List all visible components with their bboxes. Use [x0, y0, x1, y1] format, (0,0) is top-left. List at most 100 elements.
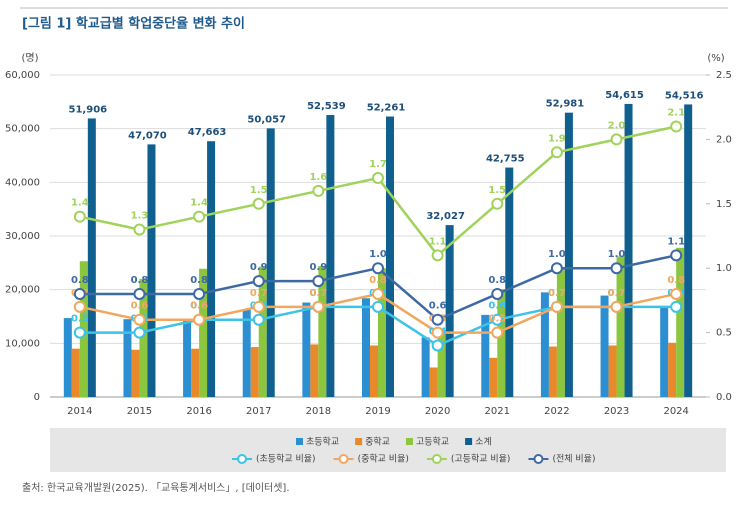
line-value-label: 1.0 — [548, 249, 566, 260]
line-value-label: 1.3 — [131, 211, 149, 222]
bar — [660, 307, 669, 397]
line-value-label: 1.5 — [250, 185, 268, 196]
line-value-label: 1.1 — [667, 236, 685, 247]
y2-axis-label: (%) — [707, 53, 724, 64]
bar — [481, 314, 490, 397]
line-value-label: 0.7 — [310, 288, 328, 299]
line-marker — [610, 262, 623, 275]
line-value-label: 0.8 — [131, 275, 149, 286]
line-marker — [133, 326, 146, 339]
line-value-label: 0.9 — [250, 262, 268, 273]
bar — [564, 112, 573, 397]
legend-label: 초등학교 — [306, 437, 339, 448]
line-marker — [252, 275, 265, 288]
line-marker — [491, 197, 504, 210]
bar — [608, 345, 617, 397]
line-value-label: 0.8 — [71, 275, 89, 286]
bar — [131, 349, 140, 397]
line-marker — [670, 300, 683, 313]
y2-tick-label: 0.0 — [716, 392, 732, 403]
bar — [362, 298, 370, 397]
bar — [616, 256, 625, 397]
legend-label: 중학교 — [365, 437, 390, 448]
x-tick-label: 2018 — [306, 406, 331, 417]
bar — [684, 104, 693, 398]
legend-label: (초등학교 비율) — [256, 454, 316, 465]
line-marker — [610, 300, 623, 313]
bar — [302, 302, 311, 397]
line-value-label: 0.7 — [548, 288, 566, 299]
bar-value-label: 32,027 — [426, 211, 465, 222]
line-marker — [670, 287, 683, 300]
bar — [63, 318, 72, 397]
bar — [668, 342, 677, 397]
bar — [445, 225, 454, 397]
legend-swatch — [296, 438, 303, 445]
bar-value-label: 52,261 — [367, 103, 406, 114]
line-marker — [431, 326, 444, 339]
line-marker — [73, 210, 86, 223]
x-tick-label: 2014 — [67, 406, 92, 417]
bar — [199, 268, 208, 397]
legend-label: 소계 — [475, 436, 492, 448]
legend-label: (고등학교 비율) — [451, 454, 511, 465]
bar — [242, 309, 251, 397]
line-marker — [73, 300, 86, 313]
line-marker — [491, 287, 504, 300]
line-marker — [550, 262, 563, 275]
line-marker — [670, 120, 683, 133]
bar — [318, 266, 327, 397]
bar — [378, 268, 386, 397]
legend-marker — [338, 454, 349, 464]
line-marker — [372, 172, 384, 185]
line-value-label: 1.7 — [369, 159, 387, 170]
line-marker — [431, 339, 444, 352]
line-value-label: 1.1 — [429, 236, 447, 247]
y2-tick-label: 1.5 — [716, 199, 732, 210]
legend-box — [50, 428, 726, 472]
x-tick-label: 2017 — [246, 406, 271, 417]
legend-label: (중학교 비율) — [358, 454, 409, 465]
line-marker — [610, 133, 623, 146]
line-value-label: 0.9 — [310, 262, 328, 273]
bar — [505, 167, 514, 397]
y2-tick-label: 1.0 — [716, 263, 732, 274]
y-tick-label: 20,000 — [5, 285, 40, 296]
y-tick-label: 0 — [34, 392, 40, 403]
bar — [183, 318, 192, 397]
bar — [191, 348, 200, 397]
line-marker — [491, 326, 504, 339]
line-value-label: 0.6 — [131, 301, 149, 312]
line-marker — [312, 300, 325, 313]
line-marker — [193, 287, 206, 300]
line-value-label: 0.7 — [310, 288, 328, 299]
line-marker — [431, 313, 444, 326]
line-value-label: 1.9 — [548, 133, 566, 144]
line-marker — [133, 287, 146, 300]
bar — [207, 141, 216, 397]
line-value-label: 1.4 — [190, 198, 208, 209]
legend-label: 고등학교 — [416, 437, 449, 448]
bar — [556, 267, 565, 397]
x-tick-label: 2019 — [365, 406, 390, 417]
line-value-label: 0.7 — [608, 288, 626, 299]
bar — [310, 344, 319, 397]
bar-value-label: 47,663 — [188, 127, 227, 138]
bar — [258, 266, 267, 397]
bar-value-label: 52,981 — [546, 99, 585, 110]
legend-label: (전체 비율) — [552, 454, 595, 465]
bar — [266, 128, 275, 397]
y2-tick-label: 2.0 — [716, 134, 732, 145]
line-value-label: 0.7 — [548, 288, 566, 299]
line-value-label: 0.8 — [369, 275, 387, 286]
chart-title: [그림 1] 학교급별 학업중단율 변화 추이 — [22, 16, 245, 32]
y-tick-label: 40,000 — [5, 177, 40, 188]
line-marker — [670, 249, 683, 262]
line-value-label: 1.6 — [310, 172, 328, 183]
line-marker — [193, 210, 206, 223]
line-marker — [312, 275, 325, 288]
legend-marker — [533, 454, 544, 464]
line-value-label: 0.5 — [71, 314, 89, 325]
x-tick-label: 2020 — [425, 406, 450, 417]
